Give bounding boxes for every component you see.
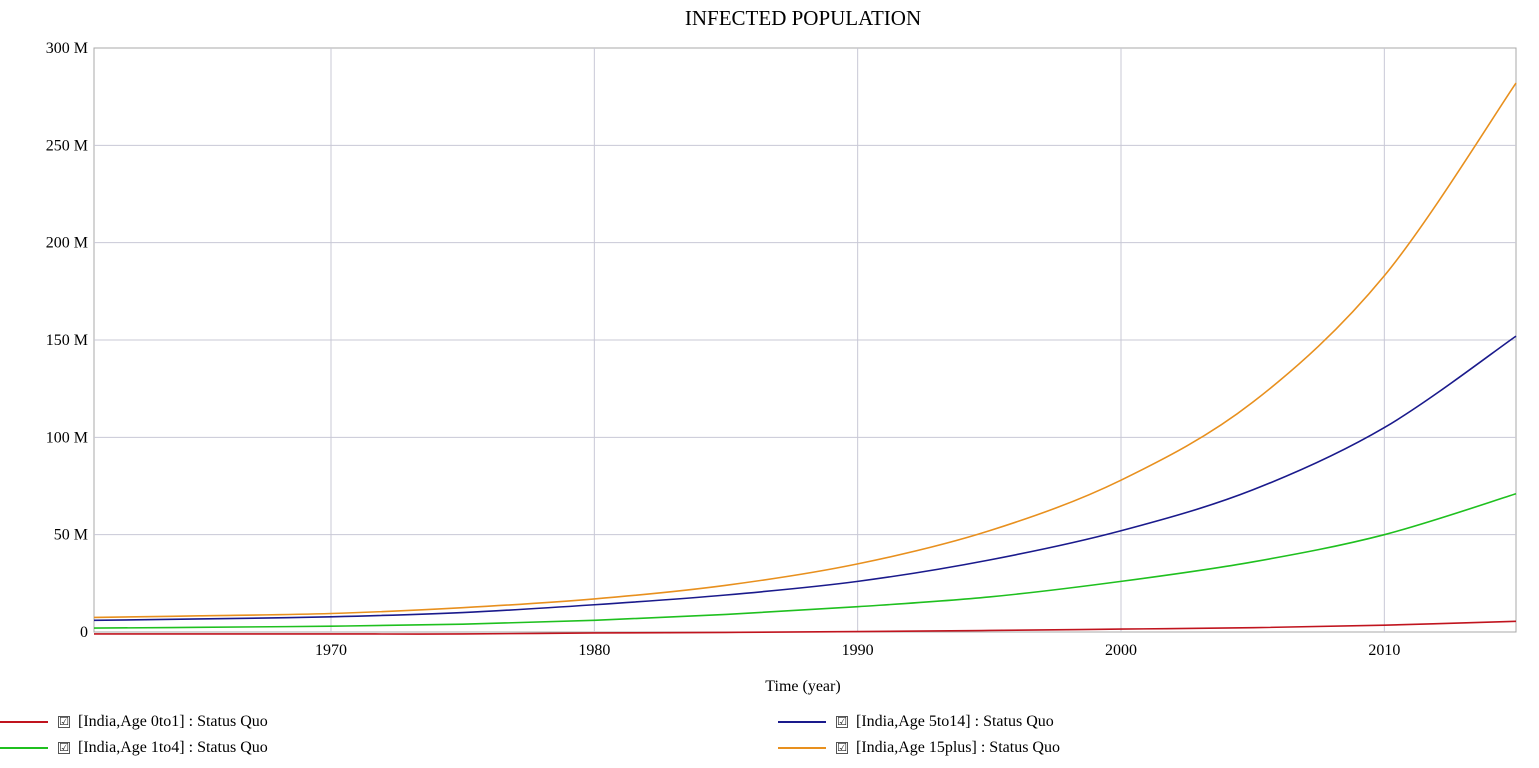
legend-item-age-1to4[interactable]: ☑ [India,Age 1to4] : Status Quo — [0, 737, 268, 759]
y-tick-label: 50 M — [54, 527, 88, 544]
legend-label: [India,Age 1to4] : Status Quo — [78, 739, 268, 756]
series-line-india-age-5to14-status-quo — [93, 335, 1517, 622]
legend-label: [India,Age 5to14] : Status Quo — [856, 713, 1054, 730]
series-layer — [93, 82, 1517, 635]
checkbox-icon[interactable]: ☑ — [836, 715, 848, 728]
y-tick-label: 200 M — [46, 235, 88, 252]
legend-label: [India,Age 0to1] : Status Quo — [78, 713, 268, 730]
legend-swatch-age-0to1 — [0, 721, 48, 723]
legend-item-age-5to14[interactable]: ☑ [India,Age 5to14] : Status Quo — [778, 711, 1054, 733]
y-tick-label: 250 M — [46, 137, 88, 154]
y-axis-ticks: 0 50 M 100 M 150 M 200 M 250 M 300 M — [46, 40, 88, 641]
y-tick-label: 300 M — [46, 40, 88, 57]
x-tick-label: 2010 — [1368, 642, 1400, 659]
x-tick-label: 1990 — [842, 642, 874, 659]
checkbox-icon[interactable]: ☑ — [58, 741, 70, 754]
series-line-india-age-15plus-status-quo — [93, 82, 1517, 619]
x-tick-label: 1970 — [315, 642, 347, 659]
x-tick-label: 2000 — [1105, 642, 1137, 659]
y-tick-label: 0 — [80, 624, 88, 641]
checkbox-icon[interactable]: ☑ — [58, 715, 70, 728]
x-axis-ticks: 1970 1980 1990 2000 2010 — [315, 642, 1400, 659]
grid-lines — [94, 48, 1516, 632]
legend-swatch-age-5to14 — [778, 721, 826, 723]
legend-item-age-0to1[interactable]: ☑ [India,Age 0to1] : Status Quo — [0, 711, 268, 733]
series-line-india-age-0to1-status-quo — [93, 620, 1517, 635]
legend-swatch-age-15plus — [778, 747, 826, 749]
legend-swatch-age-1to4 — [0, 747, 48, 749]
chart-title: INFECTED POPULATION — [685, 6, 921, 30]
legend-label: [India,Age 15plus] : Status Quo — [856, 739, 1060, 756]
x-tick-label: 1980 — [578, 642, 610, 659]
series-line-india-age-1to4-status-quo — [93, 493, 1517, 629]
y-tick-label: 100 M — [46, 429, 88, 446]
legend-item-age-15plus[interactable]: ☑ [India,Age 15plus] : Status Quo — [778, 737, 1060, 759]
checkbox-icon[interactable]: ☑ — [836, 741, 848, 754]
y-tick-label: 150 M — [46, 332, 88, 349]
x-axis-label: Time (year) — [765, 678, 840, 695]
chart-canvas: INFECTED POPULATION 1970 1980 1990 2000 2010… — [46, 6, 1517, 695]
